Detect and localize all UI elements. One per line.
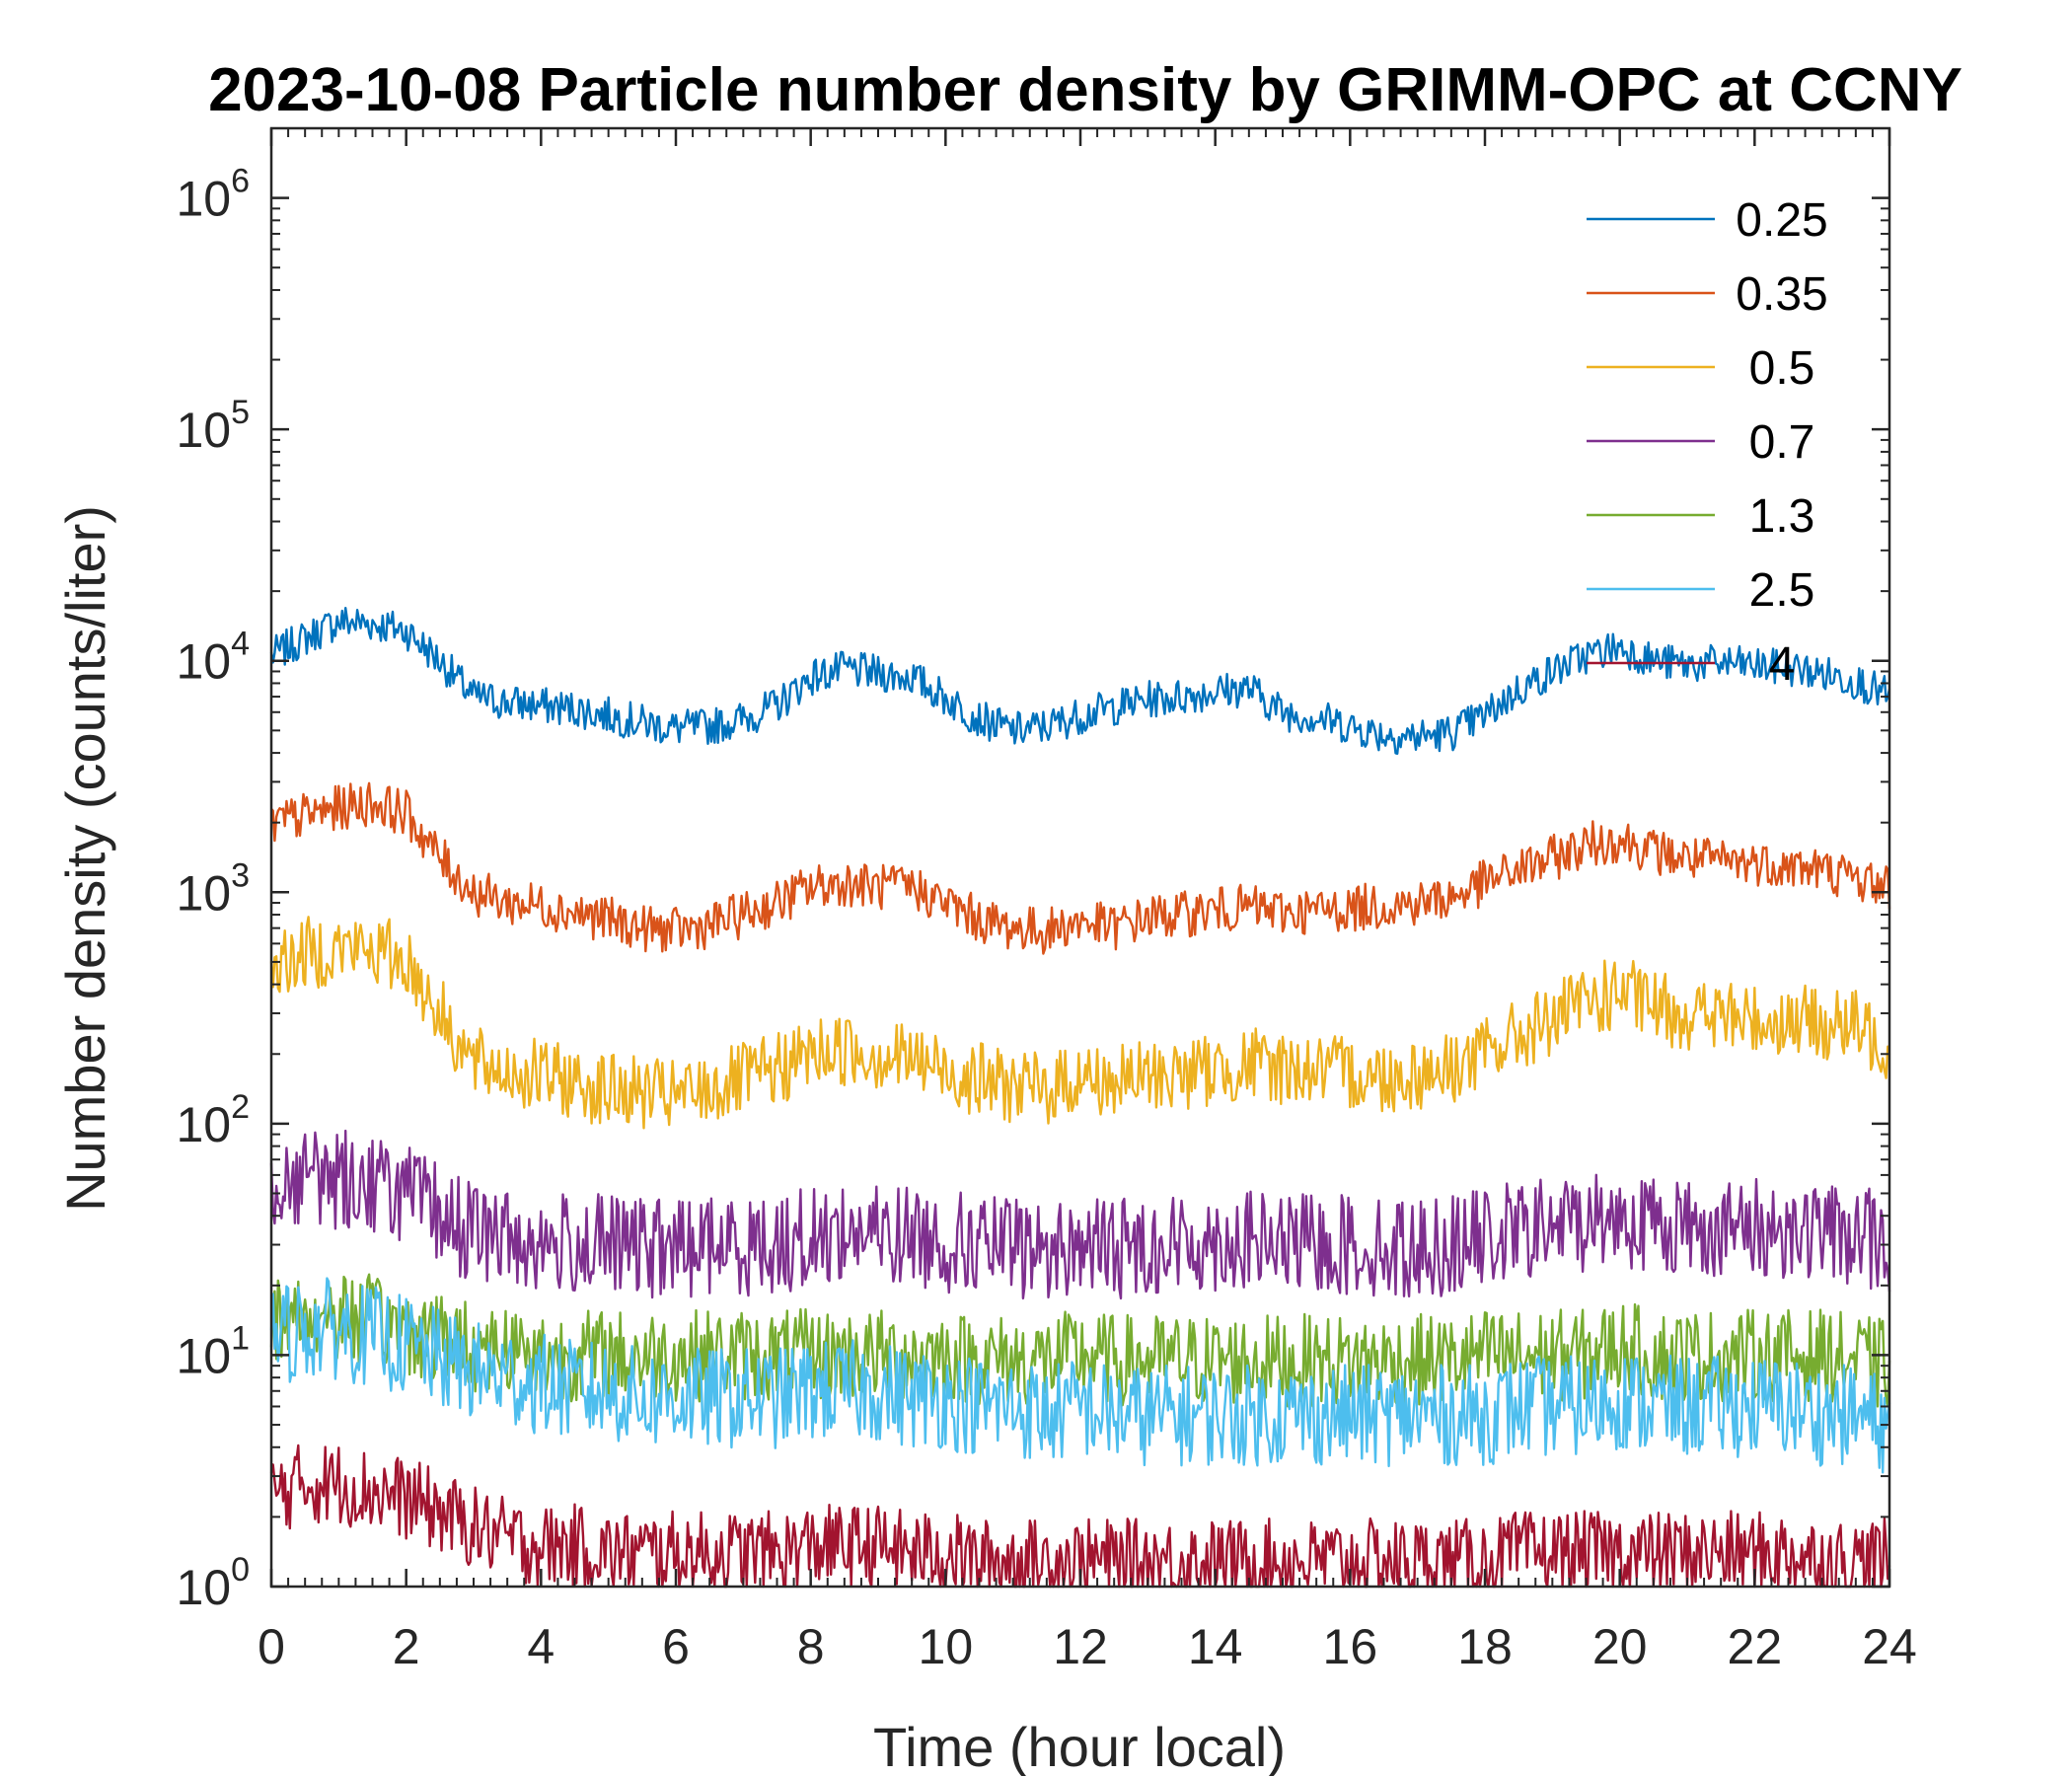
x-tick-label: 6 bbox=[662, 1619, 690, 1674]
y-tick-label: 101 bbox=[176, 1319, 250, 1383]
x-tick-label: 4 bbox=[527, 1619, 555, 1674]
y-tick-label: 100 bbox=[176, 1551, 250, 1615]
legend-label-1.3: 1.3 bbox=[1749, 490, 1815, 543]
x-tick-label: 10 bbox=[919, 1619, 974, 1674]
series-line-0.5 bbox=[269, 916, 1891, 1130]
x-tick-label: 18 bbox=[1457, 1619, 1513, 1674]
legend-label-0.7: 0.7 bbox=[1749, 416, 1815, 469]
series-line-1.3 bbox=[269, 1273, 1891, 1408]
legend-label-0.35: 0.35 bbox=[1736, 268, 1827, 321]
axes-layer: 0 2 4 6 8 10 12 14 16 18 20 22 241001011021031041051… bbox=[176, 126, 1917, 1674]
series-line-0.7 bbox=[269, 1129, 1891, 1300]
x-tick-label: 2 bbox=[393, 1619, 420, 1674]
x-tick-label: 24 bbox=[1862, 1619, 1917, 1674]
series-layer bbox=[269, 607, 1891, 1589]
x-tick-label: 20 bbox=[1592, 1619, 1648, 1674]
x-tick-label: 16 bbox=[1323, 1619, 1378, 1674]
y-tick-label: 106 bbox=[176, 163, 250, 227]
y-tick-label: 103 bbox=[176, 856, 250, 921]
chart-title: 2023-10-08 Particle number density by GR… bbox=[208, 56, 1962, 124]
x-axis-label: Time (hour local) bbox=[873, 1716, 1286, 1776]
series-line-2.5 bbox=[269, 1277, 1891, 1474]
x-tick-label: 14 bbox=[1188, 1619, 1243, 1674]
legend-label-0.5: 0.5 bbox=[1749, 342, 1815, 395]
y-tick-label: 105 bbox=[176, 394, 250, 458]
x-tick-label: 8 bbox=[797, 1619, 825, 1674]
y-tick-label: 104 bbox=[176, 626, 250, 690]
series-line-0.35 bbox=[270, 781, 1891, 955]
series-line-0.25 bbox=[269, 607, 1891, 755]
legend-label-4: 4 bbox=[1769, 638, 1796, 691]
legend: 0.25 0.35 0.5 0.7 1.3 2.5 4 bbox=[1587, 194, 1828, 691]
x-tick-label: 22 bbox=[1728, 1619, 1783, 1674]
x-tick-label: 12 bbox=[1053, 1619, 1108, 1674]
legend-label-2.5: 2.5 bbox=[1749, 564, 1815, 617]
y-tick-label: 102 bbox=[176, 1088, 250, 1152]
x-tick-label: 0 bbox=[258, 1619, 285, 1674]
legend-label-0.25: 0.25 bbox=[1736, 194, 1827, 247]
y-axis-label: Number density (counts/liter) bbox=[54, 505, 116, 1212]
